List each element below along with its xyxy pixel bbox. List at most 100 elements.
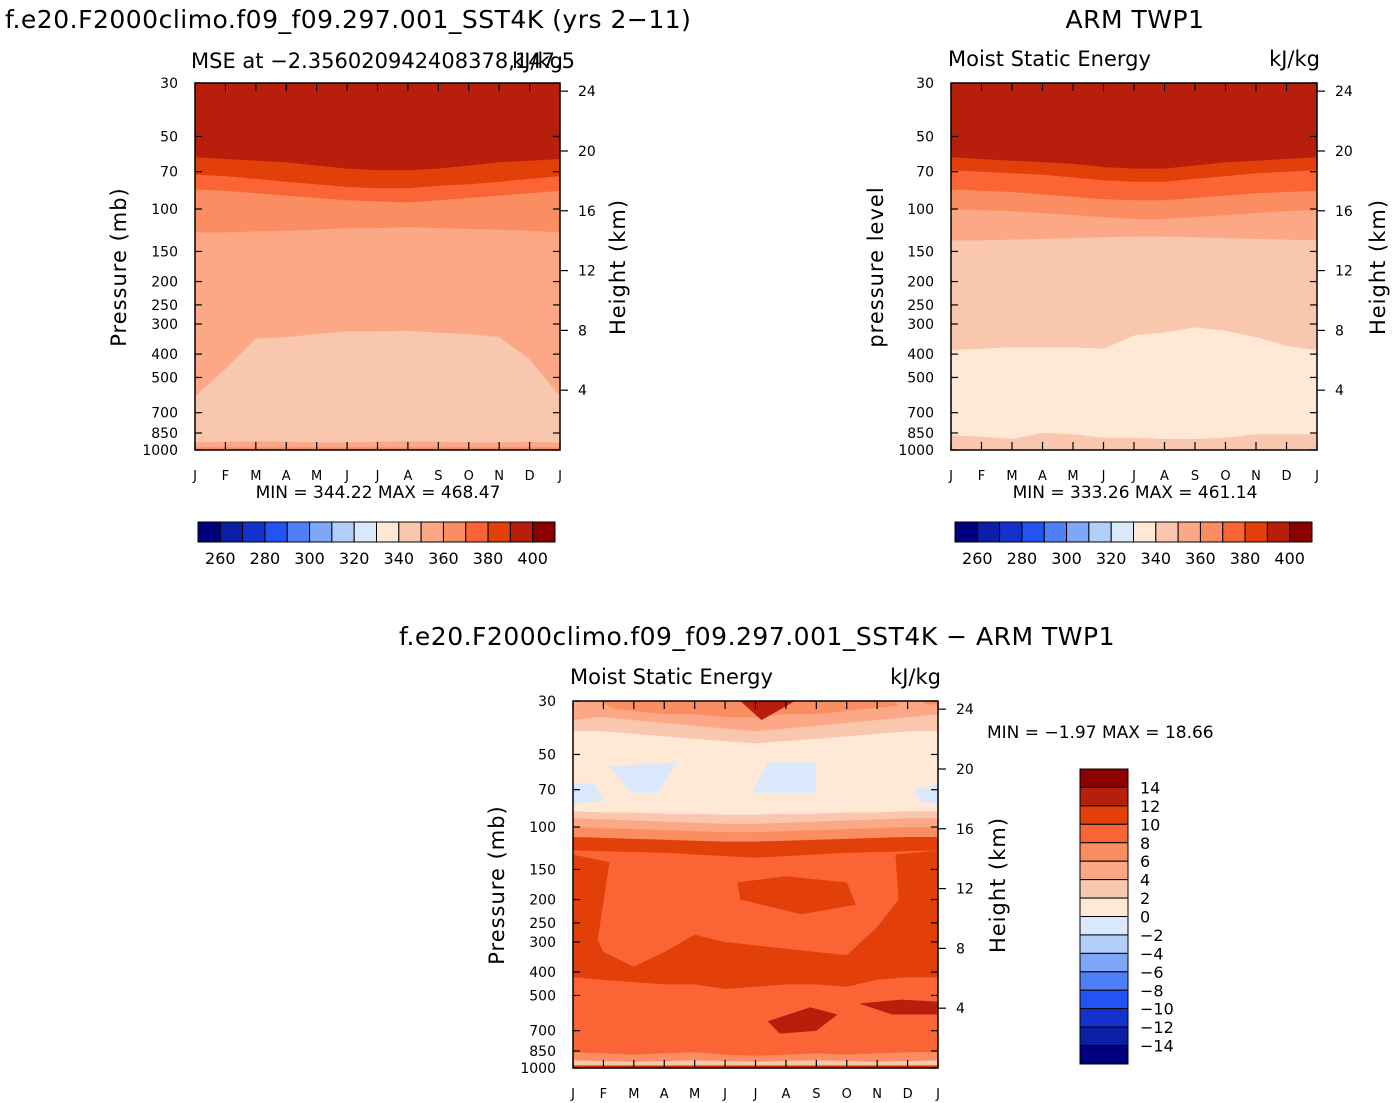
colorbar-label: −4 xyxy=(1140,944,1164,963)
panel-diff-ylabel: Pressure (mb) xyxy=(485,805,509,965)
colorbar-swatch xyxy=(1079,1026,1129,1047)
contour-band-6 xyxy=(951,83,1317,169)
colorbar-swatch xyxy=(1266,521,1291,543)
colorbar-swatch xyxy=(264,521,288,543)
pressure-tick-label: 500 xyxy=(529,988,556,1004)
colorbar-swatch xyxy=(1244,521,1268,543)
pressure-tick-label: 150 xyxy=(529,862,556,878)
height-tick-label: 12 xyxy=(578,264,596,280)
colorbar-swatch xyxy=(954,521,978,543)
pressure-tick-label: 100 xyxy=(907,202,934,218)
pressure-tick-label: 1000 xyxy=(898,443,934,459)
month-tick-label: J xyxy=(753,1087,758,1102)
colorbar-swatch xyxy=(197,521,221,543)
month-tick-label: A xyxy=(1160,469,1169,484)
colorbar-swatch xyxy=(487,521,511,543)
pressure-tick-label: 700 xyxy=(907,406,934,422)
panel-obs-title: ARM TWP1 xyxy=(1066,5,1205,34)
month-tick-label: S xyxy=(1191,469,1199,484)
panel-model-ylabel: Pressure (mb) xyxy=(107,187,131,347)
height-tick-label: 8 xyxy=(956,941,965,957)
pressure-tick-label: 500 xyxy=(907,370,934,386)
panel-diff-units: kJ/kg xyxy=(890,665,941,689)
colorbar-swatch xyxy=(999,521,1023,543)
colorbar-label: −12 xyxy=(1140,1018,1174,1037)
month-tick-label: D xyxy=(525,469,535,484)
month-tick-label: A xyxy=(781,1087,790,1102)
pressure-tick-label: 700 xyxy=(151,406,178,422)
month-tick-label: J xyxy=(948,469,953,484)
month-tick-label: O xyxy=(1220,469,1230,484)
panel-diff-ylabel-right: Height (km) xyxy=(986,817,1010,953)
panel-model-ylabel-right: Height (km) xyxy=(606,199,630,335)
colorbar-swatch xyxy=(1079,768,1129,788)
upper-blob-3 xyxy=(892,701,926,718)
colorbar-label: 320 xyxy=(1096,549,1127,568)
colorbar-label: 400 xyxy=(1274,549,1305,568)
colorbar-label: 260 xyxy=(205,549,236,568)
height-tick-label: 8 xyxy=(1335,323,1344,339)
colorbar-label: 0 xyxy=(1140,908,1150,927)
colorbar-label: 2 xyxy=(1140,889,1150,908)
colorbar-swatch xyxy=(1199,521,1224,543)
pressure-tick-label: 300 xyxy=(529,935,556,951)
colorbar-swatch xyxy=(1079,897,1129,917)
pressure-tick-label: 200 xyxy=(151,275,178,291)
colorbar-label: 300 xyxy=(294,549,325,568)
height-tick-label: 20 xyxy=(578,144,596,160)
month-tick-label: O xyxy=(464,469,474,484)
height-tick-label: 12 xyxy=(1335,264,1353,280)
month-tick-label: M xyxy=(689,1087,700,1102)
negative-blob-4 xyxy=(913,783,938,804)
colorbar-swatch xyxy=(1079,934,1129,954)
pressure-tick-label: 50 xyxy=(160,129,178,145)
colorbar-swatch xyxy=(1088,521,1112,543)
month-tick-label: M xyxy=(1067,469,1078,484)
pressure-tick-label: 250 xyxy=(151,298,178,314)
month-tick-label: J xyxy=(722,1087,727,1102)
month-tick-label: N xyxy=(1251,469,1261,484)
upper-blob-2 xyxy=(740,701,795,721)
colorbar-label: 380 xyxy=(1230,549,1261,568)
month-tick-label: A xyxy=(282,469,291,484)
month-tick-label: A xyxy=(403,469,412,484)
panel-model-colorbar: 260 280 300 320 340 360 380 400 xyxy=(197,521,556,568)
month-tick-label: F xyxy=(600,1087,607,1102)
colorbar-swatch xyxy=(1177,521,1201,543)
colorbar-label: 280 xyxy=(250,549,281,568)
panel-obs-units: kJ/kg xyxy=(1269,47,1320,71)
month-tick-label: O xyxy=(842,1087,852,1102)
colorbar-swatch xyxy=(353,521,377,543)
panel-diff-minmax: MIN = −1.97 MAX = 18.66 xyxy=(987,723,1214,743)
colorbar-swatch xyxy=(1079,971,1129,991)
pressure-tick-label: 400 xyxy=(907,347,934,363)
month-tick-label: J xyxy=(935,1087,940,1102)
month-tick-label: M xyxy=(250,469,261,484)
panel-diff-title: f.e20.F2000climo.f09_f09.297.001_SST4K −… xyxy=(399,622,1115,651)
colorbar-swatch xyxy=(1079,916,1129,936)
colorbar-label: −10 xyxy=(1140,1000,1174,1019)
panel-obs-ylabel-right: Height (km) xyxy=(1366,199,1390,335)
pressure-tick-label: 400 xyxy=(151,347,178,363)
colorbar-label: 260 xyxy=(962,549,993,568)
colorbar-swatch xyxy=(1079,879,1129,899)
month-tick-label: F xyxy=(978,469,985,484)
positive-blob-5 xyxy=(858,999,938,1015)
month-tick-label: J xyxy=(570,1087,575,1102)
colorbar-label: 6 xyxy=(1140,852,1150,871)
pressure-tick-label: 200 xyxy=(907,275,934,291)
colorbar-label: 14 xyxy=(1140,778,1160,797)
pressure-tick-label: 70 xyxy=(160,165,178,181)
pressure-tick-label: 700 xyxy=(529,1024,556,1040)
pressure-tick-label: 850 xyxy=(907,426,934,442)
colorbar-label: −8 xyxy=(1140,981,1164,1000)
month-tick-label: D xyxy=(1281,469,1291,484)
height-tick-label: 12 xyxy=(956,882,974,898)
colorbar-label: 360 xyxy=(1185,549,1216,568)
month-tick-label: N xyxy=(494,469,504,484)
panel-model-units: kJ/kg xyxy=(512,49,563,73)
pressure-tick-label: 50 xyxy=(538,747,556,763)
